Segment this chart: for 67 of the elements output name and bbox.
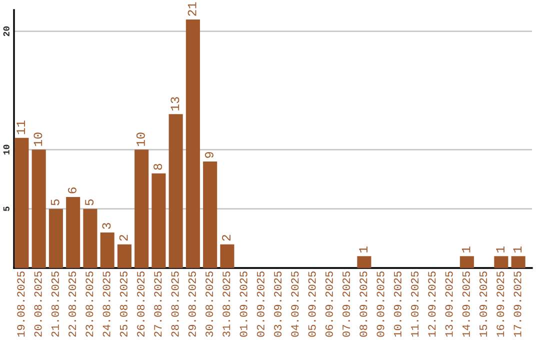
bar xyxy=(32,150,46,268)
x-tick-label: 24.08.2025 xyxy=(102,271,110,337)
bar xyxy=(460,256,474,268)
x-tick-label: 13.09.2025 xyxy=(445,271,453,337)
x-tick-label: 17.09.2025 xyxy=(514,271,522,337)
x-tick-label: 09.09.2025 xyxy=(376,271,384,337)
data-label: 21 xyxy=(188,2,196,16)
x-tick-label: 25.08.2025 xyxy=(120,271,128,337)
bar xyxy=(66,196,80,268)
x-tick-label: 14.09.2025 xyxy=(462,271,470,337)
data-label: 3 xyxy=(102,223,111,229)
x-tick-label: 08.09.2025 xyxy=(360,271,368,337)
bar xyxy=(357,256,372,268)
data-label: 2 xyxy=(119,234,128,241)
x-tick-label: 27.08.2025 xyxy=(154,271,162,337)
y-tick-label: 5 xyxy=(3,206,10,212)
data-label: 10 xyxy=(34,132,42,146)
x-tick-label: 19.08.2025 xyxy=(17,271,25,337)
data-label: 1 xyxy=(462,246,470,252)
x-tick-label: 20.08.2025 xyxy=(34,271,42,337)
bar xyxy=(134,150,149,268)
data-label: 1 xyxy=(359,246,368,252)
x-tick-label: 15.09.2025 xyxy=(479,271,488,337)
data-label: 10 xyxy=(136,132,145,146)
bar xyxy=(83,208,98,268)
data-label: 8 xyxy=(154,164,162,170)
data-label: 11 xyxy=(16,120,25,134)
bar xyxy=(117,244,132,268)
x-tick-label: 22.08.2025 xyxy=(68,271,76,337)
x-tick-label: 03.09.2025 xyxy=(274,271,282,337)
x-tick-label: 06.09.2025 xyxy=(325,271,333,337)
x-tick-label: 26.08.2025 xyxy=(137,271,145,337)
data-label: 6 xyxy=(68,188,76,194)
y-tick-label: 20 xyxy=(3,26,10,36)
x-tick-label: 04.09.2025 xyxy=(291,271,299,337)
data-label: 1 xyxy=(496,246,504,252)
x-tick-label: 02.09.2025 xyxy=(256,271,264,337)
x-tick-label: 12.09.2025 xyxy=(428,271,436,337)
bar xyxy=(511,256,526,268)
data-label: 13 xyxy=(170,97,180,110)
bar xyxy=(14,138,29,268)
bar xyxy=(220,244,234,268)
x-tick-label: 16.09.2025 xyxy=(496,271,504,337)
x-tick-label: 05.09.2025 xyxy=(308,271,316,337)
x-tick-label: 29.08.2025 xyxy=(188,271,196,337)
data-label: 5 xyxy=(85,199,94,206)
x-tick-label: 01.09.2025 xyxy=(240,271,248,337)
data-label: 9 xyxy=(204,152,214,158)
y-tick-label: 10 xyxy=(3,144,10,154)
x-tick-label: 28.08.2025 xyxy=(171,271,179,337)
data-label: 2 xyxy=(222,234,230,241)
bar xyxy=(48,208,63,268)
bar xyxy=(203,161,218,268)
bar xyxy=(168,114,183,268)
x-tick-label: 10.09.2025 xyxy=(394,271,402,337)
x-tick-label: 21.08.2025 xyxy=(51,271,59,337)
x-tick-label: 07.09.2025 xyxy=(342,271,350,337)
data-label: 1 xyxy=(513,246,522,252)
bar xyxy=(186,19,200,268)
x-tick-label: 23.08.2025 xyxy=(86,271,94,337)
data-label: 5 xyxy=(50,199,60,206)
bar xyxy=(100,232,114,268)
x-tick-label: 31.08.2025 xyxy=(222,271,230,337)
x-tick-label: 11.09.2025 xyxy=(411,271,419,337)
x-tick-label: 30.08.2025 xyxy=(206,271,214,337)
bar xyxy=(494,256,508,268)
bar xyxy=(152,173,166,268)
